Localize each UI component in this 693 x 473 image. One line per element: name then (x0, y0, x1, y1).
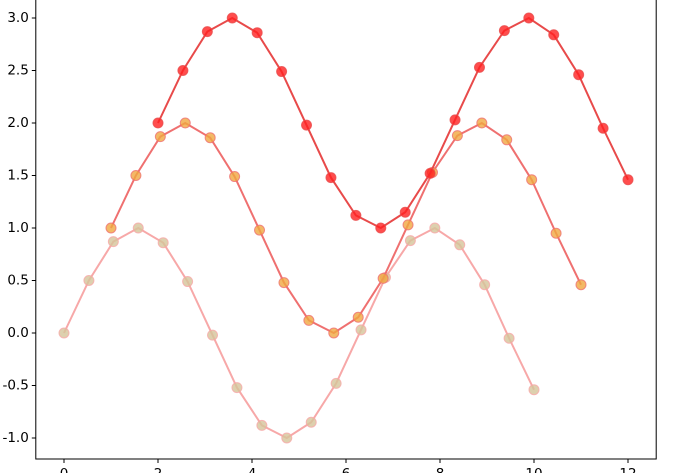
y-tick-label: -0.5 (2, 378, 28, 394)
marker (330, 377, 342, 389)
marker (229, 171, 241, 183)
x-tick-label: 0 (60, 466, 69, 473)
marker (58, 327, 70, 339)
marker (281, 432, 293, 444)
y-tick-label: 2.5 (7, 63, 28, 79)
y-tick-label: 1.5 (7, 168, 28, 184)
marker (622, 174, 634, 186)
y-tick-label: 0.5 (7, 273, 28, 289)
marker (132, 222, 144, 234)
marker (107, 236, 119, 248)
marker (305, 416, 317, 428)
marker (350, 209, 362, 221)
marker (449, 114, 461, 126)
marker (352, 311, 364, 323)
y-tick-label: 0.0 (7, 325, 28, 341)
marker (207, 329, 219, 341)
marker (528, 384, 540, 396)
marker (325, 172, 337, 184)
marker (177, 65, 189, 76)
marker (276, 66, 288, 78)
marker (201, 26, 213, 38)
marker (256, 419, 268, 431)
marker (402, 219, 414, 231)
y-tick-label: 1.0 (7, 220, 28, 236)
marker (226, 12, 238, 24)
marker (473, 61, 485, 73)
marker (476, 117, 488, 129)
marker (429, 222, 441, 234)
y-tick-label: 3.0 (7, 10, 28, 26)
marker (152, 117, 164, 129)
marker (404, 235, 416, 247)
marker (204, 132, 216, 144)
marker (182, 276, 194, 288)
marker (375, 222, 387, 234)
marker (83, 275, 95, 286)
series-line (157, 16, 629, 230)
marker (105, 222, 117, 234)
marker (550, 227, 562, 239)
marker (526, 174, 538, 186)
marker (154, 131, 166, 143)
series-line (63, 226, 535, 440)
marker (454, 239, 466, 251)
x-tick-label: 10 (525, 466, 542, 473)
x-tick-label: 8 (436, 466, 445, 473)
marker (399, 206, 411, 218)
y-tick-label: 2.0 (7, 115, 28, 131)
marker (328, 327, 340, 339)
marker (254, 224, 266, 236)
x-tick-label: 12 (619, 466, 636, 473)
marker (251, 27, 263, 39)
x-tick-label: 4 (248, 466, 257, 473)
marker (501, 134, 513, 146)
marker (479, 279, 491, 291)
marker (377, 272, 389, 284)
marker (523, 12, 535, 24)
marker (179, 117, 191, 129)
marker (573, 69, 585, 81)
marker (424, 167, 436, 179)
marker (548, 29, 560, 41)
marker (575, 279, 587, 291)
marker (157, 237, 169, 249)
marker (498, 25, 510, 37)
x-tick-label: 2 (154, 466, 163, 473)
marker (503, 332, 515, 344)
marker (301, 119, 313, 131)
marker (451, 130, 463, 142)
plot-frame (35, 0, 657, 460)
x-tick-label: 6 (342, 466, 351, 473)
series-line (110, 121, 582, 335)
y-tick-label: -1.0 (2, 430, 28, 446)
marker (130, 170, 142, 181)
marker (597, 122, 609, 134)
marker (231, 382, 243, 394)
marker (278, 277, 290, 289)
marker (303, 314, 315, 326)
marker (355, 324, 367, 336)
